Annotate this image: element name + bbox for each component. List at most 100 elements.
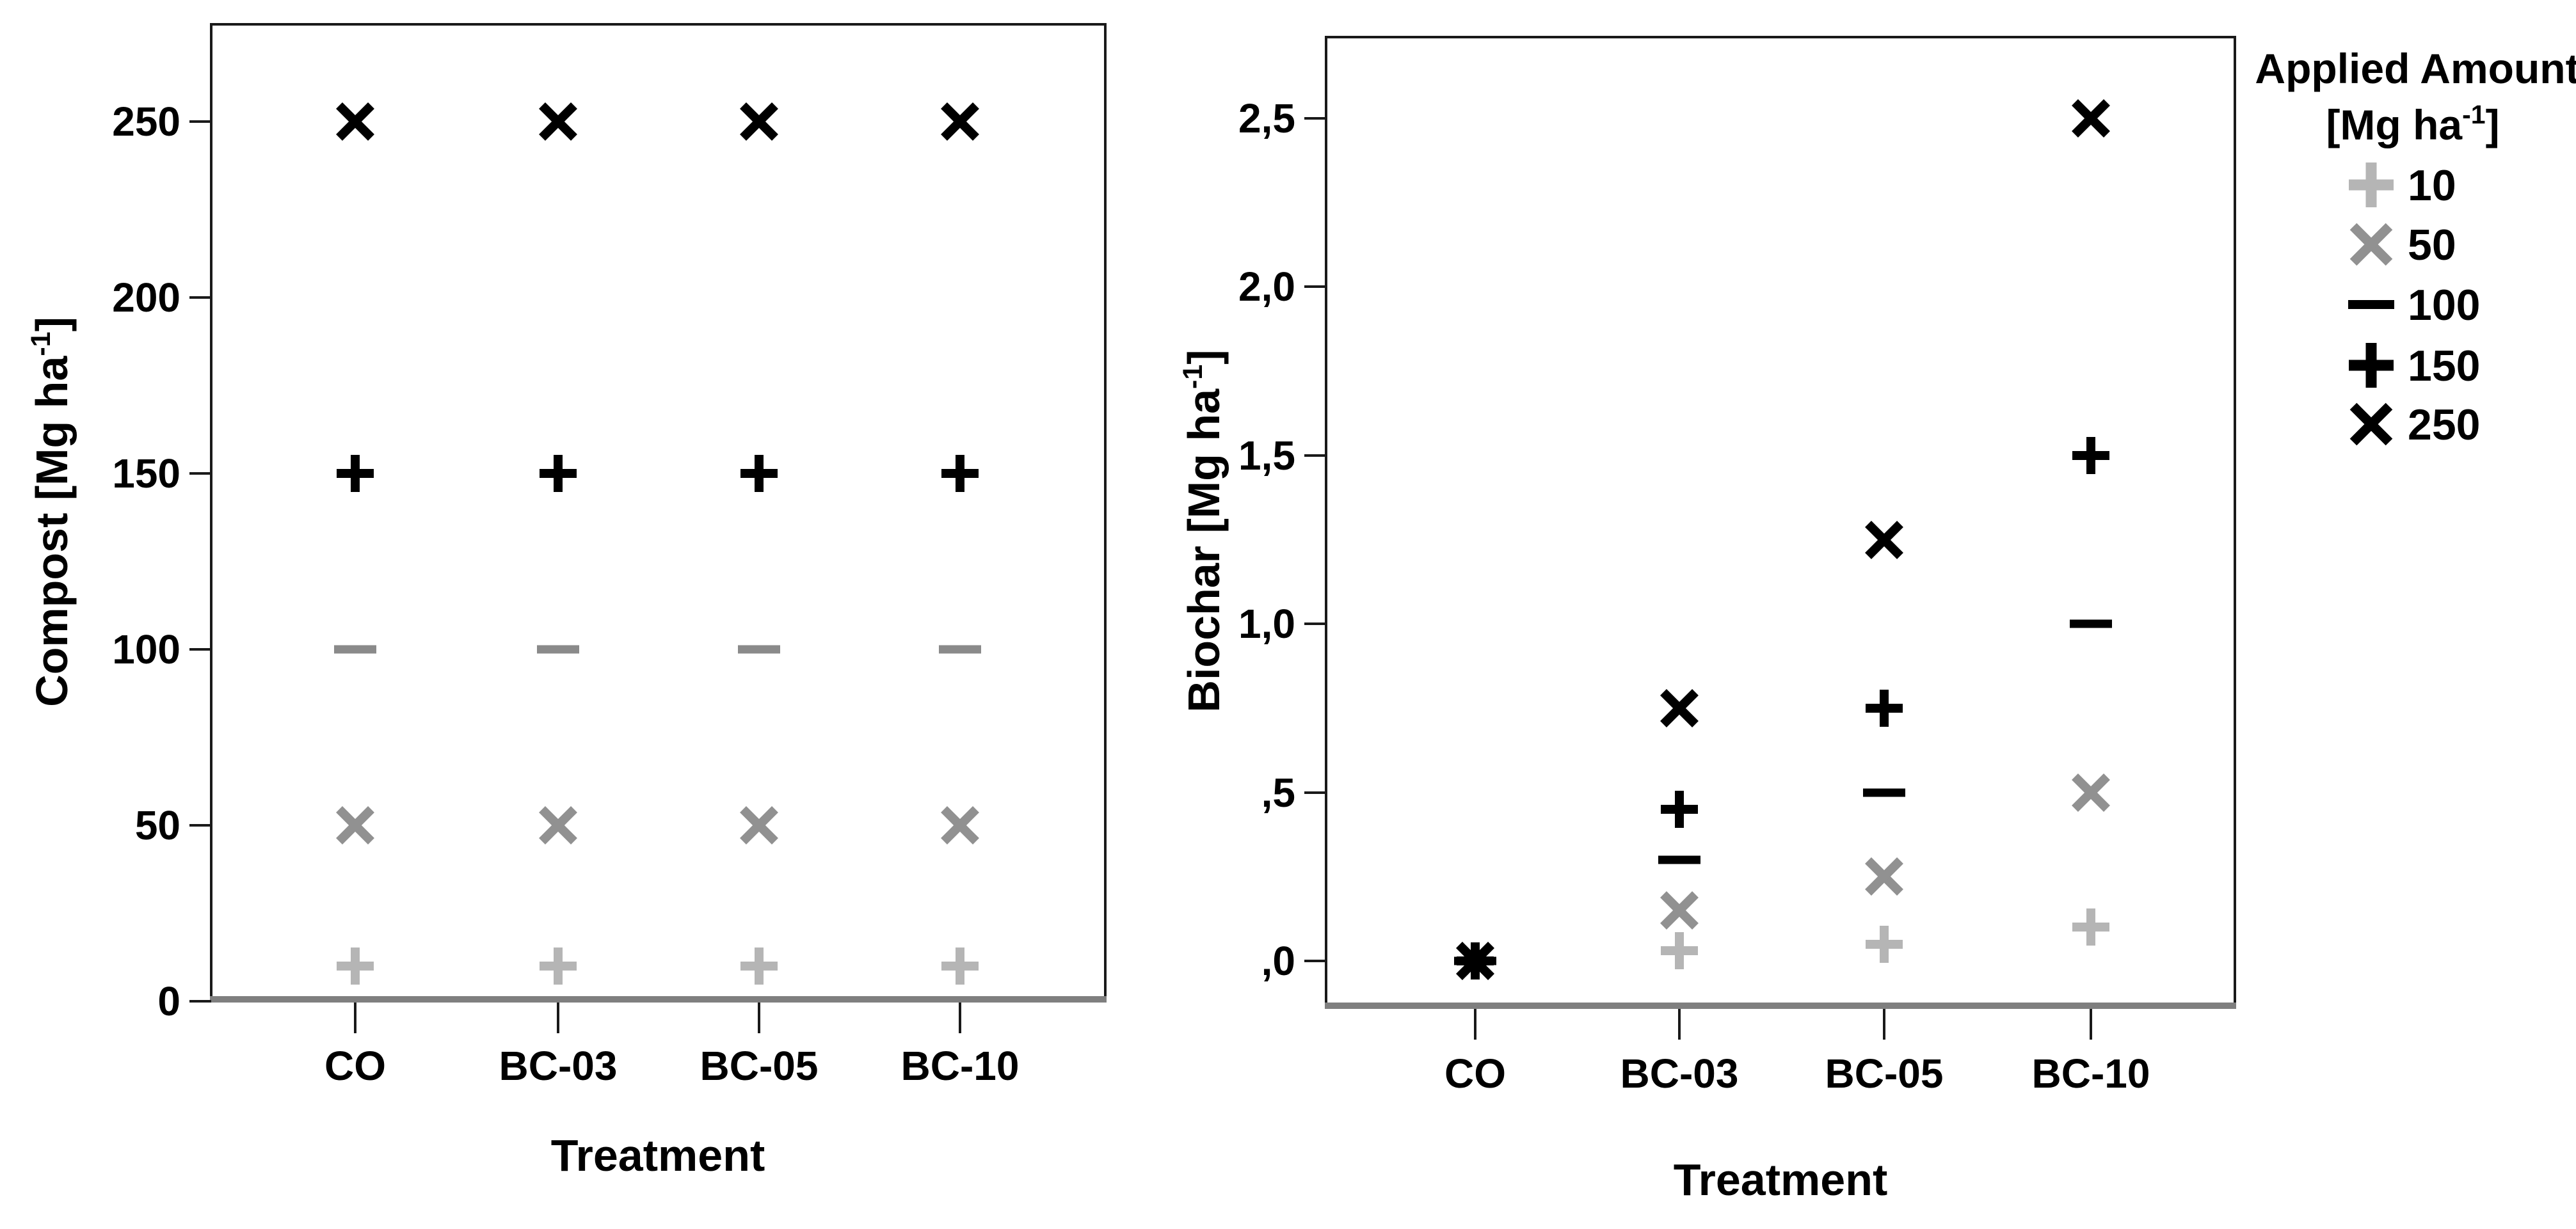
biochar-y-tick-label: 1,5 [1238,432,1295,479]
marker-biochar-250-bc-03-d2 [1660,689,1699,727]
legend-entry-50: 50 [2349,221,2456,269]
biochar-y-axis-title: Biochar [Mg ha-1] [1178,349,1229,712]
marker-compost-150-bc-05 [740,455,778,492]
compost-y-axis-title-superscript: -1 [26,331,56,356]
marker-biochar-50-bc-05 [1865,857,1903,896]
marker-biochar-150-bc-10 [2072,437,2109,474]
compost-y-axis-title: Compost [Mg ha-1] [26,317,77,707]
compost-y-tick-label: 50 [135,802,180,848]
marker-biochar-50-bc-05-d2 [1865,857,1903,896]
biochar-x-tick-label: CO [1444,1051,1506,1097]
legend-plus-icon [2349,343,2394,388]
biochar-x-tick-label: BC-03 [1620,1051,1739,1097]
compost-y-axis-title-text: ] [27,317,77,331]
marker-compost-10-co [337,948,374,985]
biochar-y-tick-label: 1,0 [1238,601,1295,647]
compost-x-tick-label: BC-03 [499,1043,618,1089]
legend-entry-100: 100 [2348,281,2480,329]
compost-y-tick-label: 0 [157,978,180,1024]
legend-title-line2-text: ] [2486,101,2500,148]
compost-plot-area [210,23,1107,1003]
biochar-y-tick-label: ,5 [1261,770,1295,816]
biochar-y-axis-title-text: ] [1179,349,1229,364]
compost-y-axis-title-text: Compost [Mg ha [27,356,77,707]
legend-entry-250: 250 [2349,400,2480,449]
marker-compost-250-bc-10-d2 [941,102,979,141]
legend-entry-150: 150 [2349,342,2480,390]
legend-x-icon [2349,402,2393,446]
marker-biochar-250-bc-05 [1865,521,1903,559]
legend: Applied Amount [Mg ha-1] 10 50 100 150 250 [2255,45,2576,449]
marker-compost-50-bc-03 [539,806,577,844]
biochar-y-axis-title-text: Biochar [Mg ha [1179,388,1229,713]
compost-x-tick-label: CO [324,1043,386,1089]
legend-entry-label: 250 [2408,400,2480,449]
legend-entry-10: 10 [2349,161,2456,210]
marker-biochar-50-bc-03 [1660,891,1699,930]
marker-biochar-10-bc-05 [1866,926,1903,963]
marker-biochar-250-bc-10 [2072,99,2110,138]
marker-compost-150-bc-10 [941,455,979,492]
biochar-y-axis-title-superscript: -1 [1178,365,1208,389]
compost-chart: 0 50 100 150 200 250 CO BC-03 BC-05 BC-10 Treatmen… [26,23,1107,1180]
marker-biochar-250-bc-03 [1660,689,1699,727]
marker-compost-50-co [336,806,374,844]
biochar-y-tick-label: ,0 [1261,938,1295,984]
legend-x-icon-d2 [2349,223,2393,266]
marker-biochar-150-bc-03 [1661,791,1698,828]
compost-y-tick-label: 150 [112,450,180,496]
marker-compost-150-co [337,455,374,492]
marker-compost-250-bc-05-d2 [740,102,778,141]
legend-entry-label: 100 [2408,281,2480,329]
legend-title-line2: [Mg ha-1] [2326,100,2499,148]
marker-compost-250-bc-03-d2 [539,102,577,141]
legend-title-line2-superscript: -1 [2462,100,2485,129]
marker-biochar-50-bc-10 [2072,773,2110,812]
biochar-chart: ,0 ,5 1,0 1,5 2,0 2,5 CO BC-03 BC-05 BC-10 Treatme… [1178,36,2236,1205]
marker-compost-10-bc-10 [941,948,979,985]
compost-y-tick-label: 200 [112,274,180,321]
marker-compost-250-co-d2 [336,102,374,141]
marker-compost-250-co [336,102,374,141]
marker-biochar-10-bc-10 [2072,908,2109,946]
marker-compost-50-bc-05-d2 [740,806,778,844]
marker-compost-50-bc-10-d2 [941,806,979,844]
marker-compost-250-bc-10 [941,102,979,141]
legend-x-icon-d2 [2349,402,2393,446]
marker-compost-50-co-d2 [336,806,374,844]
marker-biochar-250-co-d2 [1456,942,1494,980]
marker-compost-250-bc-05 [740,102,778,141]
marker-compost-50-bc-05 [740,806,778,844]
biochar-y-tick-label: 2,5 [1238,95,1295,141]
marker-compost-10-bc-03 [540,948,577,985]
legend-title-line2-text: [Mg ha [2326,101,2463,148]
marker-compost-150-bc-03 [540,455,577,492]
marker-biochar-10-bc-03 [1661,932,1698,969]
compost-x-axis-title: Treatment [551,1130,765,1180]
marker-biochar-150-bc-05 [1866,690,1903,727]
marker-biochar-50-bc-03-d2 [1660,891,1699,930]
marker-biochar-250-bc-10-d2 [2072,99,2110,138]
biochar-y-tick-label: 2,0 [1238,264,1295,310]
biochar-x-tick-label: BC-05 [1825,1051,1944,1097]
biochar-x-axis-title: Treatment [1674,1155,1888,1205]
legend-plus-icon [2349,163,2394,207]
biochar-x-tick-label: BC-10 [2032,1051,2150,1097]
legend-x-icon [2349,223,2393,266]
marker-compost-250-bc-03 [539,102,577,141]
compost-x-tick-label: BC-10 [901,1043,1020,1089]
marker-compost-50-bc-10 [941,806,979,844]
biochar-plot-area [1325,36,2236,1009]
legend-title-line1: Applied Amount [2255,45,2576,92]
compost-y-tick-label: 250 [112,99,180,145]
marker-compost-10-bc-05 [740,948,778,985]
legend-entry-label: 10 [2408,161,2456,210]
legend-entry-label: 50 [2408,221,2456,269]
marker-biochar-250-co [1456,942,1494,980]
marker-compost-50-bc-03-d2 [539,806,577,844]
marker-biochar-250-bc-05-d2 [1865,521,1903,559]
compost-y-tick-label: 100 [112,626,180,672]
compost-x-tick-label: BC-05 [700,1043,819,1089]
